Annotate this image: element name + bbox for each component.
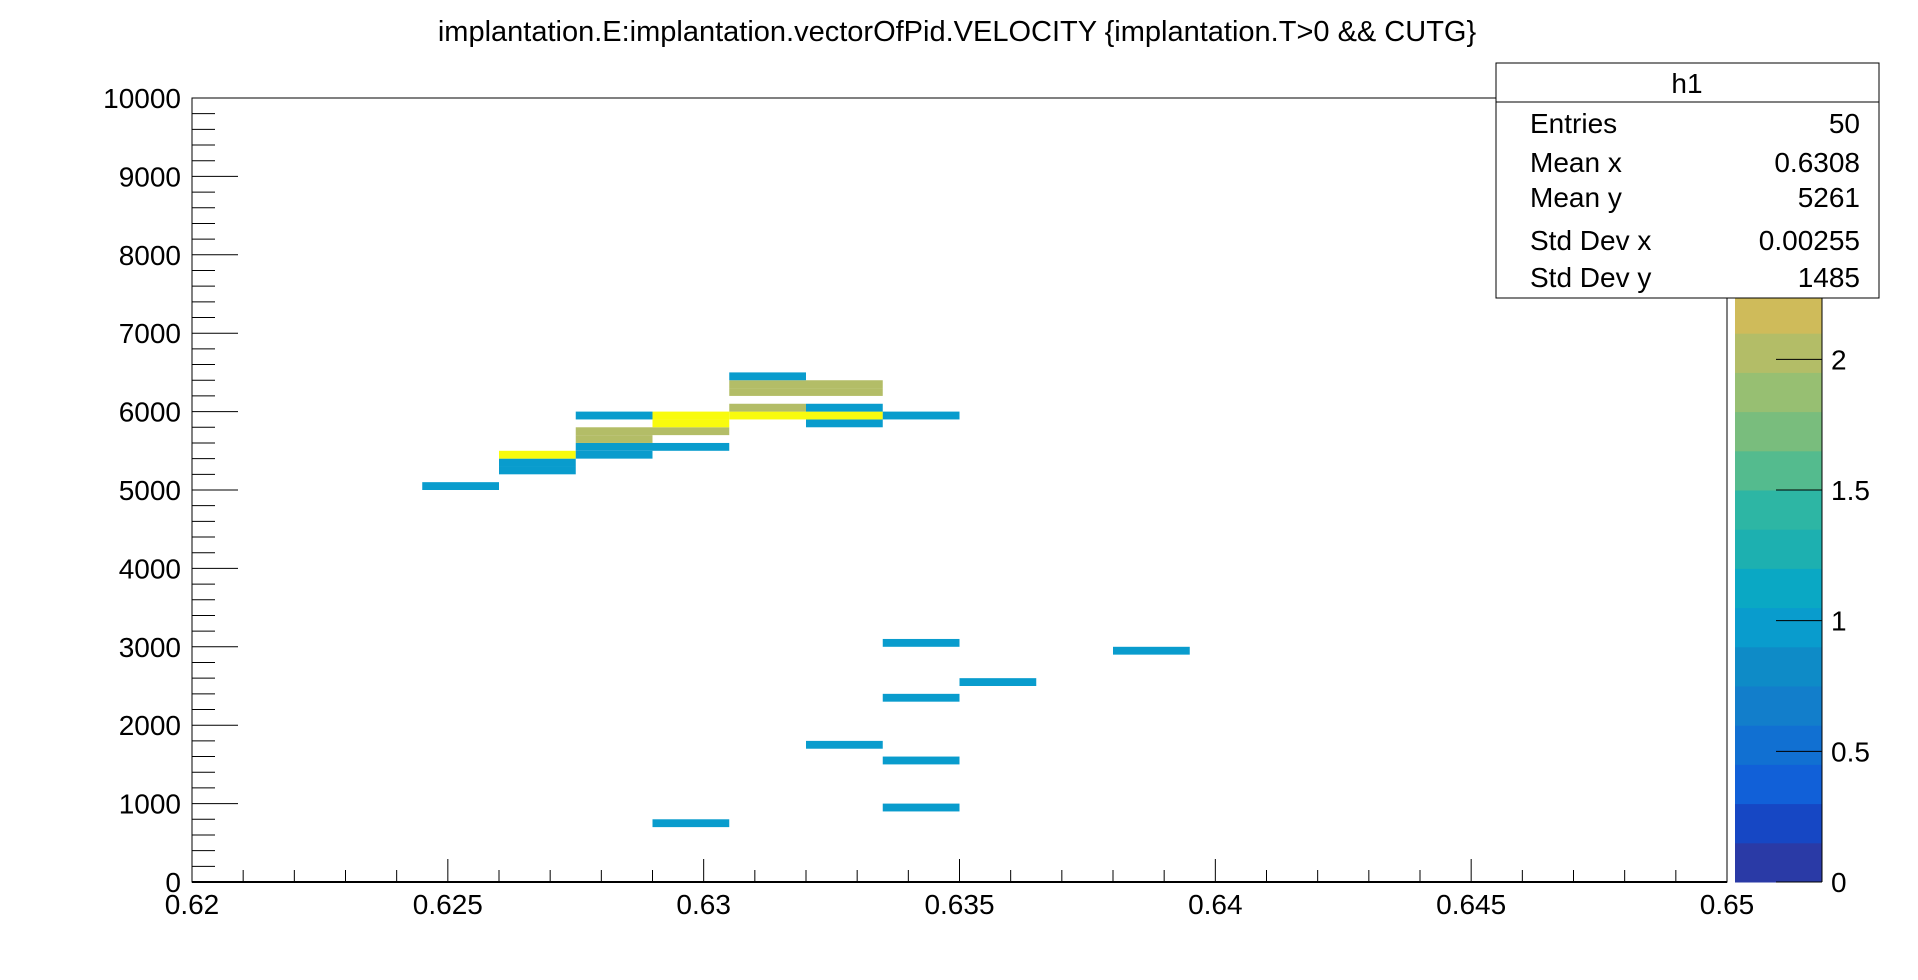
palette-band xyxy=(1735,646,1822,687)
stats-value: 5261 xyxy=(1798,182,1860,213)
x-tick-label: 0.635 xyxy=(924,889,994,920)
histogram-cell xyxy=(729,372,806,381)
histogram-cell xyxy=(806,740,883,749)
stats-label: Mean y xyxy=(1530,182,1622,213)
y-tick-label: 2000 xyxy=(119,710,181,741)
palette-tick-label: 1.5 xyxy=(1831,475,1870,506)
palette-band xyxy=(1735,568,1822,609)
chart-title: implantation.E:implantation.vectorOfPid.… xyxy=(438,16,1477,48)
y-axis-ticks xyxy=(192,97,238,883)
histogram-cell xyxy=(575,427,653,436)
x-axis-tick-labels: 0.62 0.625 0.63 0.635 0.64 0.645 0.65 xyxy=(165,889,1755,920)
histogram-cell xyxy=(729,388,806,396)
stats-label: Std Dev x xyxy=(1530,225,1651,256)
histogram-cell xyxy=(729,403,806,412)
y-tick-label: 8000 xyxy=(119,240,181,271)
histogram-cell xyxy=(882,756,960,765)
y-tick-label: 7000 xyxy=(119,318,181,349)
palette-ticks: 0 0.5 1 1.5 2 xyxy=(1776,344,1870,898)
stats-value: 0.6308 xyxy=(1774,147,1860,178)
y-tick-label: 5000 xyxy=(119,475,181,506)
palette-band xyxy=(1735,803,1822,844)
histogram-cell xyxy=(1113,646,1190,655)
histogram-cell xyxy=(882,693,960,702)
histogram-cell xyxy=(499,450,576,459)
palette-band xyxy=(1735,294,1822,334)
histogram-cell xyxy=(959,678,1037,686)
histogram-cell xyxy=(806,419,883,428)
palette-band xyxy=(1735,372,1822,413)
palette-tick-label: 0.5 xyxy=(1831,736,1870,767)
y-tick-label: 6000 xyxy=(119,397,181,428)
y-tick-label: 3000 xyxy=(119,632,181,663)
histogram-cell xyxy=(806,380,883,389)
x-tick-label: 0.62 xyxy=(165,889,220,920)
y-tick-label: 10000 xyxy=(103,83,181,114)
palette-band xyxy=(1735,686,1822,726)
histogram-cell xyxy=(882,803,960,812)
histogram-cell xyxy=(806,403,883,412)
y-tick-label: 9000 xyxy=(119,161,181,192)
x-tick-label: 0.64 xyxy=(1188,889,1243,920)
histogram-cell xyxy=(729,380,806,389)
stats-label: Entries xyxy=(1530,108,1617,139)
histogram-cell xyxy=(575,435,653,443)
y-tick-label: 1000 xyxy=(119,789,181,820)
histogram-cell xyxy=(575,411,653,420)
histogram-cell xyxy=(882,638,960,647)
palette-tick-label: 2 xyxy=(1831,344,1847,375)
palette-band xyxy=(1735,490,1822,530)
palette-tick-label: 0 xyxy=(1831,867,1847,898)
palette-tick-label: 1 xyxy=(1831,606,1847,637)
histogram-cell xyxy=(806,388,883,396)
y-axis-tick-labels: 0 1000 2000 3000 4000 5000 6000 7000 8000 9000 100… xyxy=(103,83,181,898)
palette-band xyxy=(1735,333,1822,373)
histogram-cell xyxy=(806,411,883,420)
stats-box-title: h1 xyxy=(1671,68,1702,99)
x-tick-label: 0.65 xyxy=(1700,889,1755,920)
stats-value: 50 xyxy=(1829,108,1860,139)
stats-box: h1 Entries 50 Mean x 0.6308 Mean y 5261 Std De… xyxy=(1495,62,1880,299)
y-tick-label: 0 xyxy=(165,867,181,898)
palette-band xyxy=(1735,842,1822,883)
histogram-cell xyxy=(422,482,499,490)
histogram-cell xyxy=(499,458,576,467)
stats-label: Std Dev y xyxy=(1530,262,1651,293)
x-axis-ticks xyxy=(191,859,1728,882)
histogram-cell xyxy=(652,411,730,420)
stats-value: 0.00255 xyxy=(1759,225,1860,256)
histogram-cell xyxy=(652,442,730,451)
stats-label: Mean x xyxy=(1530,147,1622,178)
x-tick-label: 0.63 xyxy=(676,889,731,920)
y-tick-label: 4000 xyxy=(119,553,181,584)
histogram-cells xyxy=(422,372,1190,828)
histogram-cell xyxy=(652,819,730,828)
histogram-cell xyxy=(652,419,730,428)
x-tick-label: 0.645 xyxy=(1436,889,1506,920)
stats-rows: Entries 50 Mean x 0.6308 Mean y 5261 Std Dev x… xyxy=(1530,108,1860,293)
histogram-cell xyxy=(575,442,653,451)
palette-band xyxy=(1735,411,1822,452)
histogram-cell xyxy=(729,411,806,420)
histogram-cell xyxy=(652,427,730,436)
palette-band xyxy=(1735,607,1822,648)
histogram-cell xyxy=(499,466,576,475)
histogram-cell xyxy=(882,411,960,420)
palette-band xyxy=(1735,450,1822,491)
histogram-cell xyxy=(575,450,653,459)
x-tick-label: 0.625 xyxy=(413,889,483,920)
palette-band xyxy=(1735,725,1822,765)
stats-value: 1485 xyxy=(1798,262,1860,293)
palette-band xyxy=(1735,764,1822,805)
palette-band xyxy=(1735,529,1822,569)
